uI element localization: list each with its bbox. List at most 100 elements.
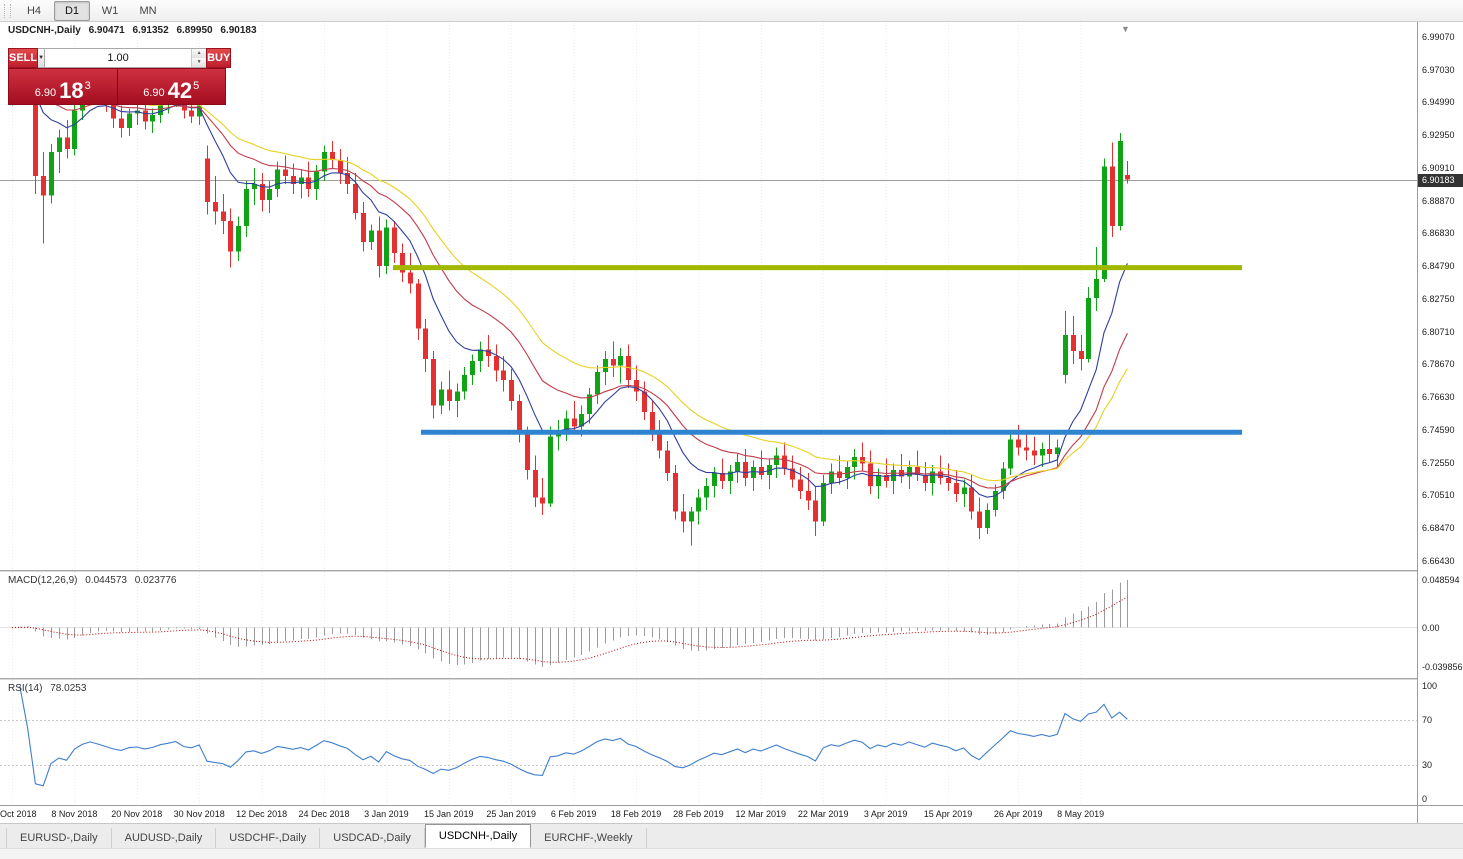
price-tick-label: 6.76630	[1422, 392, 1455, 403]
chart-tab-usdcad-daily[interactable]: USDCAD-,Daily	[320, 828, 425, 848]
buy-price-sup: 5	[193, 80, 200, 92]
time-axis-label: 18 Feb 2019	[610, 809, 662, 819]
macd-chart[interactable]	[0, 572, 1417, 678]
volume-down-icon[interactable]: ▼	[192, 58, 207, 67]
time-axis-label: 6 Feb 2019	[550, 809, 597, 819]
axis-corner	[1417, 805, 1463, 823]
price-tick-label: 6.68470	[1422, 523, 1455, 534]
rsi-label: RSI(14) 78.0253	[8, 683, 91, 694]
price-tick-label: 6.92950	[1422, 130, 1455, 141]
timeframe-button-w1[interactable]: W1	[101, 4, 119, 17]
price-tick-label: 6.94990	[1422, 97, 1455, 108]
chart-title: USDCNH-,Daily 6.90471 6.91352 6.89950 6.…	[8, 25, 262, 36]
chart-tab-usdcnh-daily[interactable]: USDCNH-,Daily	[424, 824, 532, 848]
price-axis[interactable]: 6.90183 6.99070 6.97030 6.94990 6.92950 6.90…	[1417, 22, 1463, 805]
price-tick-label: 6.88870	[1422, 195, 1455, 206]
chart-tab-bar: EURUSD-,Daily AUDUSD-,Daily USDCHF-,Daily U…	[0, 823, 1463, 848]
price-tick-label: 6.97030	[1422, 64, 1455, 75]
time-axis-label: 12 Mar 2019	[735, 809, 787, 819]
chart-high-value: 6.91352	[132, 25, 169, 36]
rsi-tick-label: 70	[1422, 714, 1433, 725]
time-axis-label: 12 Dec 2018	[236, 809, 288, 819]
chart-tab-eurchf-weekly[interactable]: EURCHF-,Weekly	[531, 828, 647, 848]
time-axis-label: 28 Feb 2019	[673, 809, 724, 819]
one-click-trading-panel: SELL ▼ ▲ ▼ BUY 6.90 18 3	[8, 48, 232, 105]
price-tick-label: 6.82750	[1422, 293, 1455, 304]
chart-open-value: 6.90471	[88, 25, 125, 36]
time-axis-label: 15 Apr 2019	[923, 809, 973, 819]
time-axis-label: 24 Dec 2018	[298, 809, 350, 819]
panel-splitter[interactable]	[0, 570, 1463, 572]
time-axis[interactable]: 29 Oct 2018 8 Nov 2018 20 Nov 2018 30 Nov 2…	[0, 805, 1417, 823]
price-tick-label: 6.86830	[1422, 228, 1455, 239]
chart-tab-eurusd-daily[interactable]: EURUSD-,Daily	[6, 828, 112, 848]
buy-price-base: 6.90	[143, 87, 165, 99]
time-axis-label: 30 Nov 2018	[173, 809, 225, 819]
volume-up-icon[interactable]: ▲	[192, 49, 207, 58]
time-axis-label: 15 Jan 2019	[424, 809, 474, 819]
time-axis-label: 3 Jan 2019	[364, 809, 409, 819]
timeframe-button-d1[interactable]: D1	[54, 0, 90, 21]
sell-button[interactable]: SELL	[8, 48, 39, 68]
price-tick-label: 6.72550	[1422, 457, 1455, 468]
volume-box: ▲ ▼	[45, 48, 207, 68]
rsi-name: RSI(14)	[8, 683, 43, 694]
sell-price-sup: 3	[84, 80, 91, 92]
status-strip	[0, 848, 1463, 859]
macd-tick-label: 0.00	[1422, 622, 1440, 633]
sell-price-big: 18	[59, 78, 84, 103]
macd-indicator-panel[interactable]: MACD(12,26,9) 0.044573 0.023776	[0, 572, 1417, 678]
price-tick-label: 6.78670	[1422, 359, 1455, 370]
time-axis-label: 22 Mar 2019	[797, 809, 849, 819]
volume-input[interactable]	[45, 49, 192, 67]
time-axis-label: 3 Apr 2019	[863, 809, 908, 819]
rsi-tick-label: 30	[1422, 760, 1433, 771]
macd-name: MACD(12,26,9)	[8, 575, 78, 586]
volume-spinner: ▲ ▼	[191, 49, 207, 67]
candlestick-chart[interactable]	[0, 22, 1417, 570]
chart-tab-audusd-daily[interactable]: AUDUSD-,Daily	[112, 828, 217, 848]
price-tick-label: 6.90910	[1422, 162, 1455, 173]
time-axis-label: 29 Oct 2018	[0, 809, 37, 819]
sell-price-base: 6.90	[34, 87, 57, 99]
price-tick-label: 6.70510	[1422, 490, 1455, 501]
time-axis-label: 8 May 2019	[1057, 809, 1105, 819]
macd-main-value: 0.044573	[85, 575, 127, 586]
macd-tick-label: -0.039856	[1422, 662, 1463, 672]
time-axis-label: 20 Nov 2018	[111, 809, 163, 819]
macd-label: MACD(12,26,9) 0.044573 0.023776	[8, 575, 181, 586]
macd-signal-value: 0.023776	[134, 575, 177, 586]
rsi-tick-label: 100	[1422, 681, 1438, 691]
timeframe-button-h4[interactable]: H4	[26, 4, 42, 17]
panel-splitter[interactable]	[0, 678, 1463, 680]
sell-price-button[interactable]: 6.90 18 3	[9, 69, 118, 104]
price-tick-label: 6.99070	[1422, 31, 1455, 42]
timeframe-toolbar: H4 D1 W1 MN	[0, 0, 1463, 22]
price-chart-panel[interactable]: USDCNH-,Daily 6.90471 6.91352 6.89950 6.…	[0, 22, 1417, 570]
chart-workspace: USDCNH-,Daily 6.90471 6.91352 6.89950 6.…	[0, 22, 1463, 823]
toolbar-grip-icon[interactable]	[4, 3, 11, 18]
rsi-tick-label: 0	[1422, 794, 1428, 804]
time-axis-label: 25 Jan 2019	[486, 809, 536, 819]
time-axis-label: 26 Apr 2019	[993, 809, 1043, 819]
chart-low-value: 6.89950	[176, 25, 213, 36]
macd-tick-label: 0.048594	[1422, 575, 1460, 585]
chart-symbol-label: USDCNH-,Daily	[8, 25, 81, 36]
rsi-indicator-panel[interactable]: RSI(14) 78.0253	[0, 680, 1417, 805]
rsi-chart[interactable]	[0, 680, 1417, 805]
buy-price-big: 42	[167, 78, 193, 103]
timeframe-button-mn[interactable]: MN	[139, 4, 157, 17]
buy-button[interactable]: BUY	[206, 48, 232, 68]
price-tick-label: 6.80710	[1422, 326, 1455, 337]
price-tick-label: 6.74590	[1422, 424, 1455, 435]
rsi-value: 78.0253	[50, 683, 87, 694]
chart-tab-usdchf-daily[interactable]: USDCHF-,Daily	[216, 828, 321, 848]
price-tick-label: 6.66430	[1422, 556, 1455, 566]
chart-shift-marker-icon[interactable]: ▼	[1121, 24, 1130, 34]
buy-price-button[interactable]: 6.90 42 5	[118, 69, 226, 104]
price-tick-label: 6.84790	[1422, 261, 1455, 272]
chart-close-value: 6.90183	[220, 25, 257, 36]
trade-options-dropdown-icon[interactable]: ▼	[38, 48, 46, 68]
time-axis-label: 8 Nov 2018	[51, 809, 98, 819]
